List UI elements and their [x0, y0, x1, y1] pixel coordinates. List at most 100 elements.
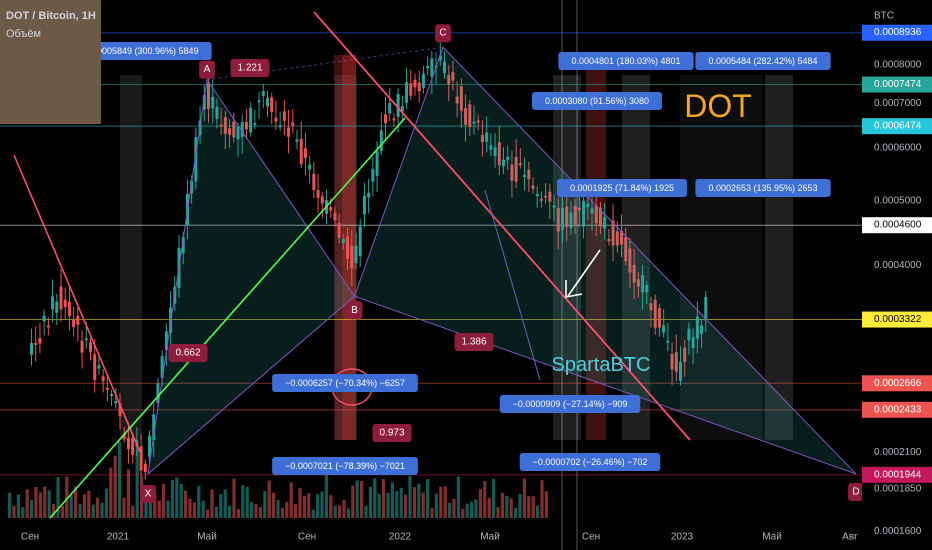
volume-bar: [8, 492, 12, 518]
candle-body: [493, 147, 497, 157]
candle-body: [287, 127, 291, 137]
candle-body: [510, 164, 514, 181]
volume-bar: [104, 488, 108, 518]
measure-label: 0.0004801 (180.03%) 4801: [571, 56, 680, 66]
volume-bar: [527, 495, 531, 518]
volume-bar: [126, 469, 130, 518]
volume-bar: [355, 480, 359, 518]
pattern-triangle-xab: [147, 78, 356, 476]
trend-line-red-main: [313, 11, 691, 441]
volume-bar: [162, 483, 166, 518]
volume-bar: [342, 499, 346, 518]
candle-body: [354, 245, 358, 264]
volume-bar: [518, 494, 522, 518]
candle-body: [89, 342, 92, 352]
candle-body: [76, 315, 80, 325]
y-tick-label: 0.0006000: [874, 143, 922, 154]
candle-body: [67, 301, 71, 317]
candle-body: [447, 74, 451, 85]
pattern-point-c-label-bg: [435, 24, 451, 43]
volume-bar: [267, 480, 271, 518]
volume-bar: [241, 485, 245, 518]
volume-bar: [113, 455, 117, 518]
price-level-badge-bg: [862, 401, 932, 418]
candle-body: [30, 342, 33, 355]
y-tick-label: 0.0001850: [874, 484, 922, 495]
candle-body: [160, 355, 164, 378]
price-level-badge: 0.0002666: [874, 378, 922, 389]
volume-bar: [87, 490, 91, 518]
volume-bar: [82, 494, 86, 518]
y-tick-label: 0.0007000: [874, 98, 922, 109]
price-level-badge-bg: [862, 24, 932, 41]
x-tick-label: Авг: [842, 532, 858, 543]
candle-body: [502, 159, 505, 167]
avatar-thumbnail: [0, 0, 101, 124]
volume-bar: [324, 470, 328, 518]
candle-body: [544, 195, 548, 198]
volume-bar: [175, 477, 179, 518]
volume-bar: [192, 502, 196, 518]
candle-body: [679, 361, 682, 381]
candle-body: [657, 308, 661, 328]
candle-body: [93, 354, 97, 380]
shade-band: [680, 75, 762, 440]
candle-body: [316, 189, 320, 198]
candle-body: [379, 130, 383, 151]
measure-label-bg: [519, 453, 661, 471]
pattern-point-c-label: C: [439, 28, 446, 39]
currency-label: BTC: [874, 11, 894, 22]
volume-bar: [21, 507, 25, 518]
volume-bar: [30, 500, 34, 518]
volume-bar: [157, 500, 161, 518]
price-level-badge-bg: [862, 375, 932, 392]
volume-bar: [245, 486, 249, 518]
volume-bar: [65, 476, 69, 518]
candle-body: [687, 328, 691, 341]
volume-bar: [522, 478, 526, 518]
candle-body: [535, 193, 539, 197]
volume-bar: [153, 494, 157, 518]
candle-body: [561, 208, 564, 230]
price-level-badge: 0.0002433: [874, 404, 922, 415]
candle-body: [683, 347, 687, 362]
volume-bar: [531, 496, 535, 518]
volume-bar: [236, 509, 240, 518]
measure-label: −0.0007021 (−78.39%) −7021: [285, 461, 405, 471]
volume-bar: [456, 476, 460, 518]
candle-body: [228, 128, 232, 135]
candle-body: [632, 264, 636, 283]
candle-body: [341, 238, 345, 243]
candle-body: [590, 208, 594, 214]
candle-body: [329, 207, 333, 211]
volume-bar: [505, 495, 509, 518]
volume-bar: [474, 499, 478, 518]
volume-bar: [69, 495, 73, 518]
volume-bar: [351, 485, 355, 518]
candle-body: [392, 118, 396, 121]
volume-bar: [219, 494, 223, 518]
candle-body: [181, 237, 185, 254]
candle-body: [80, 340, 84, 353]
candle-body: [388, 102, 392, 114]
measure-label-bg: [272, 457, 418, 475]
pattern-ac: [206, 46, 444, 81]
price-level-badge: 0.0006474: [874, 121, 922, 132]
shade-band: [335, 75, 357, 440]
price-level-badge: 0.0007474: [874, 79, 922, 90]
candle-body: [122, 433, 126, 439]
volume-bar: [544, 491, 548, 518]
measure-label-bg: [556, 179, 688, 197]
candle-body: [126, 437, 130, 450]
volume-bar: [74, 486, 78, 518]
volume-bar: [254, 504, 258, 518]
volume-bar: [223, 489, 227, 518]
candle-body: [101, 376, 105, 382]
pattern-point-d-label: D: [852, 486, 859, 497]
volume-bar: [470, 501, 474, 518]
candle-body: [539, 198, 543, 201]
big-dot-label: DOT: [684, 88, 752, 124]
candle-body: [375, 150, 379, 176]
pattern-point-b-label: B: [351, 305, 358, 316]
volume-bar: [276, 500, 280, 518]
